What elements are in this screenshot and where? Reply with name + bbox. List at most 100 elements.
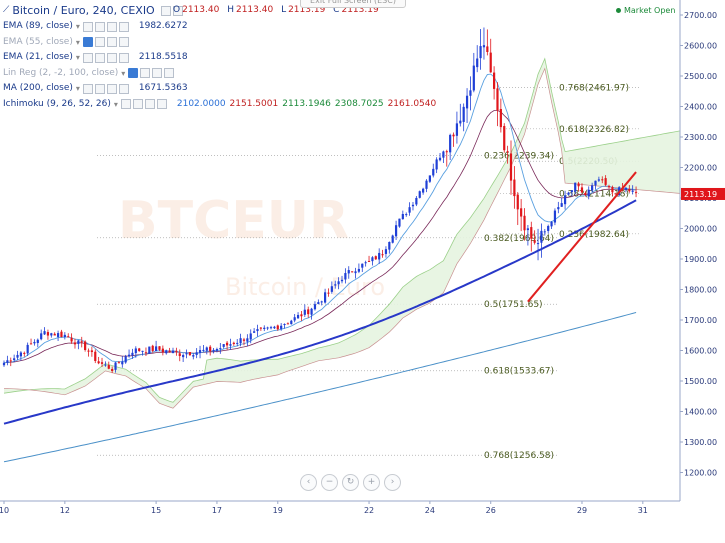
indicator-label[interactable]: EMA (55, close): [3, 36, 73, 47]
candle: [398, 218, 401, 228]
add-icon[interactable]: [152, 68, 163, 79]
symbol-title-row[interactable]: ⟋ Bitcoin / Euro, 240, CEXIO: [3, 3, 185, 19]
price-tick-label: 2700.00: [684, 11, 717, 20]
indicator-row[interactable]: Lin Reg (2, -2, 100, close) ▾: [3, 66, 176, 82]
candle-body: [422, 188, 425, 193]
candle-body: [411, 204, 415, 207]
eye-icon[interactable]: [120, 99, 131, 110]
settings-icon[interactable]: [94, 83, 105, 94]
eye-icon[interactable]: [82, 37, 93, 48]
settings-icon[interactable]: [160, 5, 171, 16]
last-price-label: 2113.19: [684, 190, 717, 199]
candle: [465, 88, 469, 124]
indicator-value: 1671.5363: [138, 83, 188, 93]
indicator-row[interactable]: EMA (21, close) ▾ 2118.5518: [3, 50, 188, 66]
candle-body: [290, 320, 293, 325]
candle-body: [29, 343, 33, 345]
settings-icon[interactable]: [94, 37, 105, 48]
candle-body: [80, 341, 83, 343]
candle-body: [296, 314, 300, 319]
candle-body: [591, 185, 594, 191]
candle-body: [449, 134, 452, 153]
settings-icon[interactable]: [132, 99, 143, 110]
zoom-out-button[interactable]: −: [321, 474, 338, 491]
indicator-value: 2113.1946: [282, 98, 331, 109]
indicator-label[interactable]: MA (200, close): [3, 83, 73, 93]
close-icon[interactable]: [164, 68, 175, 79]
candle-body: [560, 203, 563, 207]
indicator-row[interactable]: Ichimoku (9, 26, 52, 26) ▾ 2102.0000 2151.5…: [3, 97, 436, 113]
exit-fullscreen-button[interactable]: Exit Full Screen (ESC): [300, 0, 406, 8]
settings-icon[interactable]: [140, 68, 151, 79]
close-icon[interactable]: [118, 52, 129, 63]
eye-icon[interactable]: [128, 68, 139, 79]
scroll-left-button[interactable]: ‹: [300, 474, 317, 491]
trendline[interactable]: [527, 171, 637, 303]
add-icon[interactable]: [106, 37, 117, 48]
price-tick-label: 1200.00: [684, 469, 717, 478]
eye-icon[interactable]: [82, 83, 93, 94]
eye-icon[interactable]: [82, 21, 93, 32]
candle: [442, 150, 445, 164]
symbol-title[interactable]: Bitcoin / Euro, 240, CEXIO: [12, 4, 155, 17]
cloud-span-a: [3, 57, 684, 403]
candle: [408, 202, 411, 216]
add-icon[interactable]: [106, 83, 117, 94]
candle-body: [378, 252, 381, 260]
chevron-down-icon[interactable]: ▾: [75, 84, 80, 93]
close-icon[interactable]: [118, 37, 129, 48]
candle-body: [364, 262, 367, 264]
candle: [405, 212, 408, 217]
indicator-label[interactable]: EMA (89, close): [3, 21, 73, 31]
candle-body: [503, 126, 506, 151]
candle: [263, 325, 266, 332]
add-icon[interactable]: [106, 21, 117, 32]
eye-icon[interactable]: [82, 52, 93, 63]
indicator-label[interactable]: EMA (21, close): [3, 52, 73, 62]
settings-icon[interactable]: [94, 52, 105, 63]
indicator-row[interactable]: MA (200, close) ▾ 1671.5363: [3, 81, 188, 97]
indicator-row[interactable]: EMA (89, close) ▾ 1982.6272: [3, 19, 188, 35]
candle: [144, 347, 148, 357]
candle-body: [134, 348, 137, 354]
candle: [2, 360, 6, 367]
candle-body: [388, 241, 391, 250]
candle: [489, 38, 492, 73]
indicator-label[interactable]: Ichimoku (9, 26, 52, 26): [3, 98, 111, 109]
price-tick-label: 2600.00: [684, 42, 717, 51]
close-icon[interactable]: [156, 99, 167, 110]
zoom-in-button[interactable]: +: [363, 474, 380, 491]
close-icon[interactable]: [118, 83, 129, 94]
candle: [597, 176, 600, 182]
candle: [100, 357, 104, 368]
candle-body: [97, 361, 100, 364]
candle-body: [469, 90, 472, 96]
settings-icon[interactable]: [94, 21, 105, 32]
candle-body: [293, 317, 296, 321]
candle-body: [283, 324, 286, 326]
candle-body: [259, 327, 262, 329]
price-tick-label: 1500.00: [684, 377, 717, 386]
candle: [371, 256, 374, 266]
candle-body: [459, 120, 462, 124]
reset-button[interactable]: ↻: [342, 474, 359, 491]
candle-body: [384, 249, 388, 254]
chevron-down-icon[interactable]: ▾: [75, 22, 80, 31]
chevron-down-icon[interactable]: ▾: [75, 37, 80, 47]
indicator-row[interactable]: EMA (55, close) ▾: [3, 35, 131, 51]
price-axis[interactable]: 1200.00 1300.00 1400.00 1500.00 1600.00 1700.…: [679, 0, 725, 543]
chevron-down-icon[interactable]: ▾: [75, 53, 80, 62]
candle: [472, 52, 475, 93]
scroll-right-button[interactable]: ›: [384, 474, 401, 491]
time-axis[interactable]: 10 12 15 17 19 22 24 26 29 31: [0, 500, 725, 543]
add-icon[interactable]: [106, 52, 117, 63]
close-icon[interactable]: [118, 21, 129, 32]
add-icon[interactable]: [144, 99, 155, 110]
indicator-label[interactable]: Lin Reg (2, -2, 100, close): [3, 67, 119, 78]
indicator-value: 2151.5001: [229, 98, 279, 109]
hide-icon[interactable]: [172, 5, 183, 16]
candle-body: [465, 95, 469, 109]
chevron-down-icon[interactable]: ▾: [113, 99, 118, 109]
chevron-down-icon[interactable]: ▾: [121, 68, 126, 78]
